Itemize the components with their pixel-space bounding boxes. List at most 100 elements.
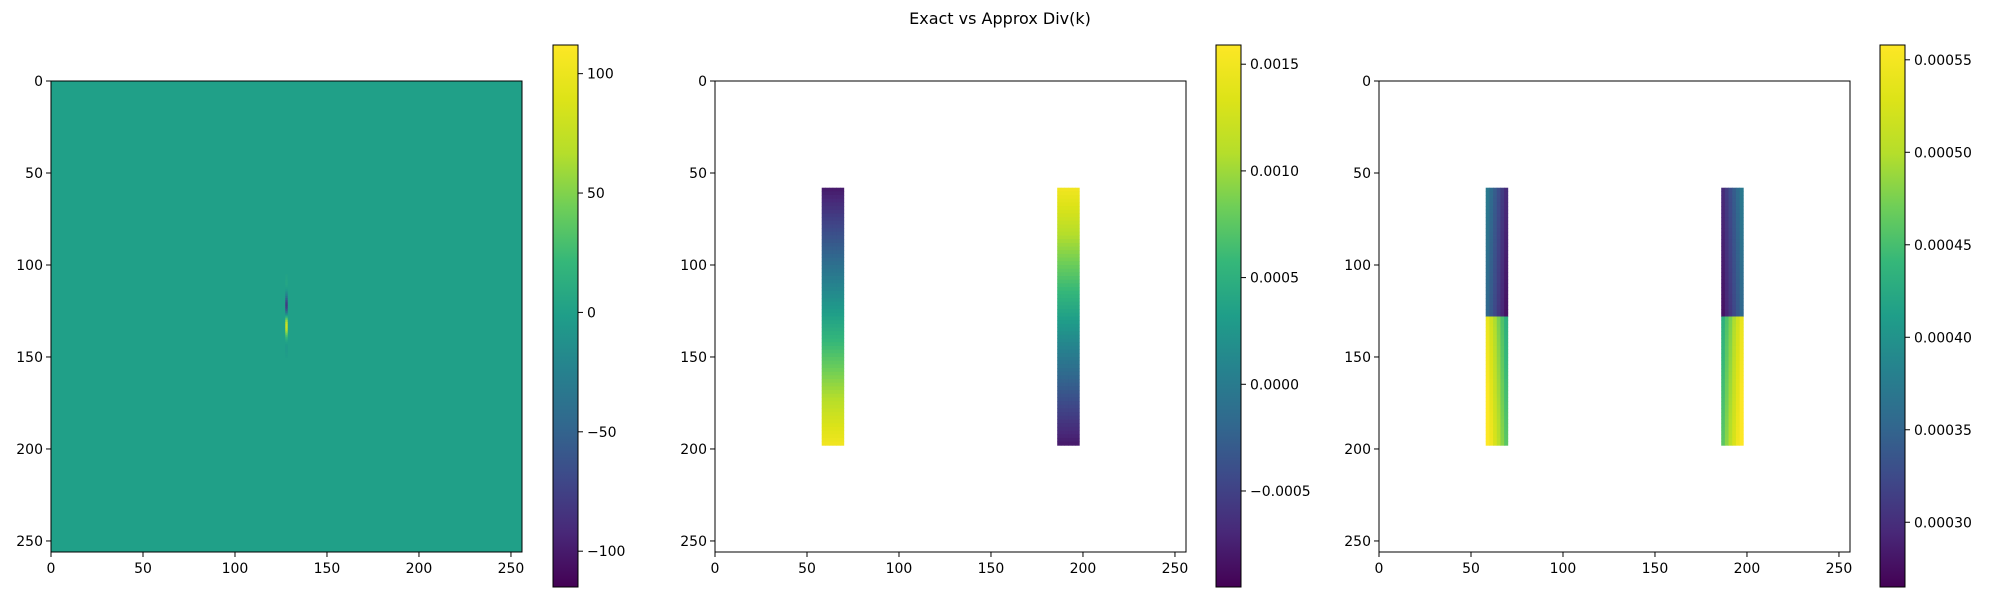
heatmap-strip-cell bbox=[1500, 364, 1505, 369]
heatmap-strip-cell bbox=[1496, 320, 1501, 325]
heatmap-strip-cell bbox=[1493, 309, 1498, 314]
heatmap-strip-cell bbox=[1728, 220, 1733, 225]
heatmap-strip-cell bbox=[1075, 327, 1080, 332]
heatmap-strip-cell bbox=[829, 408, 834, 413]
heatmap-strip-cell bbox=[1485, 353, 1490, 358]
heatmap-strip-cell bbox=[832, 323, 837, 328]
heatmap-strip-cell bbox=[836, 375, 841, 380]
heatmap-strip-cell bbox=[1064, 287, 1069, 292]
colorbar bbox=[1880, 45, 1905, 587]
heatmap-strip-cell bbox=[832, 419, 837, 424]
heatmap-strip-cell bbox=[1489, 430, 1494, 435]
heatmap-strip-cell bbox=[821, 390, 826, 395]
heatmap-strip-cell bbox=[1728, 250, 1733, 255]
heatmap-strip-cell bbox=[829, 412, 834, 417]
heatmap-strip-cell bbox=[1068, 290, 1073, 295]
heatmap-strip-cell bbox=[1739, 419, 1744, 424]
heatmap-strip-cell bbox=[1075, 191, 1080, 196]
heatmap-strip-cell bbox=[1075, 250, 1080, 255]
heatmap-strip-cell bbox=[1728, 198, 1733, 203]
heatmap-strip-cell bbox=[1732, 360, 1737, 365]
heatmap-strip-cell bbox=[1504, 390, 1509, 395]
heatmap-strip-cell bbox=[832, 294, 837, 299]
heatmap-strip-cell bbox=[825, 423, 830, 428]
heatmap-strip-cell bbox=[1496, 294, 1501, 299]
heatmap-strip-cell bbox=[1721, 342, 1726, 347]
heatmap-strip-cell bbox=[1060, 209, 1065, 214]
heatmap-strip-cell bbox=[1500, 338, 1505, 343]
heatmap-strip-cell bbox=[1068, 397, 1073, 402]
heatmap-strip-cell bbox=[821, 309, 826, 314]
heatmap-strip-cell bbox=[1485, 386, 1490, 391]
heatmap-strip-cell bbox=[825, 404, 830, 409]
heatmap-strip-cell bbox=[1739, 345, 1744, 351]
heatmap-strip-cell bbox=[1721, 356, 1726, 362]
heatmap-strip-cell bbox=[836, 426, 841, 431]
heatmap-strip-cell bbox=[829, 423, 834, 428]
heatmap-strip-cell bbox=[832, 434, 837, 439]
heatmap-strip-cell bbox=[840, 404, 845, 409]
heatmap-strip-cell bbox=[1732, 441, 1737, 446]
heatmap-strip-cell bbox=[1504, 401, 1509, 406]
heatmap-strip-cell bbox=[1489, 353, 1494, 358]
heatmap-strip-cell bbox=[832, 334, 837, 339]
y-tick-label: 250 bbox=[16, 534, 43, 550]
heatmap-strip-cell bbox=[1075, 279, 1080, 284]
heatmap-strip-cell bbox=[1724, 268, 1729, 273]
heatmap-strip-cell bbox=[1735, 276, 1741, 281]
heatmap-strip-cell bbox=[1060, 342, 1065, 347]
heatmap-strip-cell bbox=[1500, 202, 1505, 207]
heatmap-strip-cell bbox=[821, 250, 826, 255]
heatmap-strip-cell bbox=[1060, 217, 1065, 222]
heatmap-strip-cell bbox=[1060, 294, 1065, 299]
heatmap-strip-cell bbox=[1485, 187, 1490, 192]
heatmap-strip-cell bbox=[1485, 283, 1490, 288]
heatmap-strip-cell bbox=[1071, 224, 1077, 229]
heatmap-strip-cell bbox=[1721, 276, 1726, 281]
heatmap-strip-cell bbox=[1489, 386, 1494, 391]
heatmap-strip-cell bbox=[1732, 349, 1737, 354]
heatmap-strip-cell bbox=[832, 209, 837, 214]
colorbar-tick-label: 0 bbox=[587, 305, 596, 321]
heatmap-strip-cell bbox=[1060, 298, 1065, 303]
heatmap-strip-cell bbox=[1724, 434, 1729, 439]
heatmap-strip-cell bbox=[1728, 360, 1733, 365]
heatmap-strip-cell bbox=[1071, 235, 1077, 240]
heatmap-strip-cell bbox=[1071, 426, 1077, 431]
heatmap-strip-cell bbox=[1485, 235, 1490, 240]
heatmap-strip-cell bbox=[1500, 423, 1505, 428]
heatmap-strip-cell bbox=[1485, 312, 1490, 317]
heatmap-strip-cell bbox=[1060, 382, 1065, 387]
heatmap-strip-cell bbox=[840, 195, 845, 200]
heatmap-strip-cell bbox=[1735, 283, 1741, 288]
heatmap-strip-cell bbox=[825, 426, 830, 431]
heatmap-strip-cell bbox=[1732, 294, 1737, 299]
heatmap-strip-cell bbox=[829, 290, 834, 295]
heatmap-strip-cell bbox=[1735, 412, 1741, 417]
heatmap-strip-cell bbox=[1739, 441, 1744, 446]
heatmap-strip-cell bbox=[829, 404, 834, 409]
heatmap-strip-cell bbox=[840, 220, 845, 225]
heatmap-strip-cell bbox=[829, 298, 834, 303]
heatmap-strip-cell bbox=[1721, 290, 1726, 295]
heatmap-strip-cell bbox=[1504, 283, 1509, 288]
colorbar-tick-label: 0.00055 bbox=[1914, 53, 1972, 69]
heatmap-strip-cell bbox=[836, 408, 841, 413]
heatmap-strip-cell bbox=[821, 253, 826, 259]
heatmap-strip-cell bbox=[1489, 235, 1494, 240]
heatmap-strip-cell bbox=[1721, 198, 1726, 203]
heatmap-strip-cell bbox=[840, 301, 845, 306]
heatmap-strip-cell bbox=[1485, 206, 1490, 211]
heatmap-strip-cell bbox=[1735, 206, 1741, 211]
heatmap-strip-cell bbox=[1493, 224, 1498, 229]
heatmap-strip-cell bbox=[1489, 379, 1494, 384]
heatmap-strip-cell bbox=[836, 364, 841, 369]
heatmap-strip-cell bbox=[821, 426, 826, 431]
heatmap-strip-cell bbox=[1500, 253, 1505, 259]
heatmap-strip-cell bbox=[1485, 298, 1490, 303]
heatmap-strip-cell bbox=[1485, 393, 1490, 398]
heatmap-strip-cell bbox=[1489, 242, 1494, 247]
heatmap-strip-cell bbox=[1060, 345, 1065, 351]
heatmap-strip-cell bbox=[1068, 412, 1073, 417]
